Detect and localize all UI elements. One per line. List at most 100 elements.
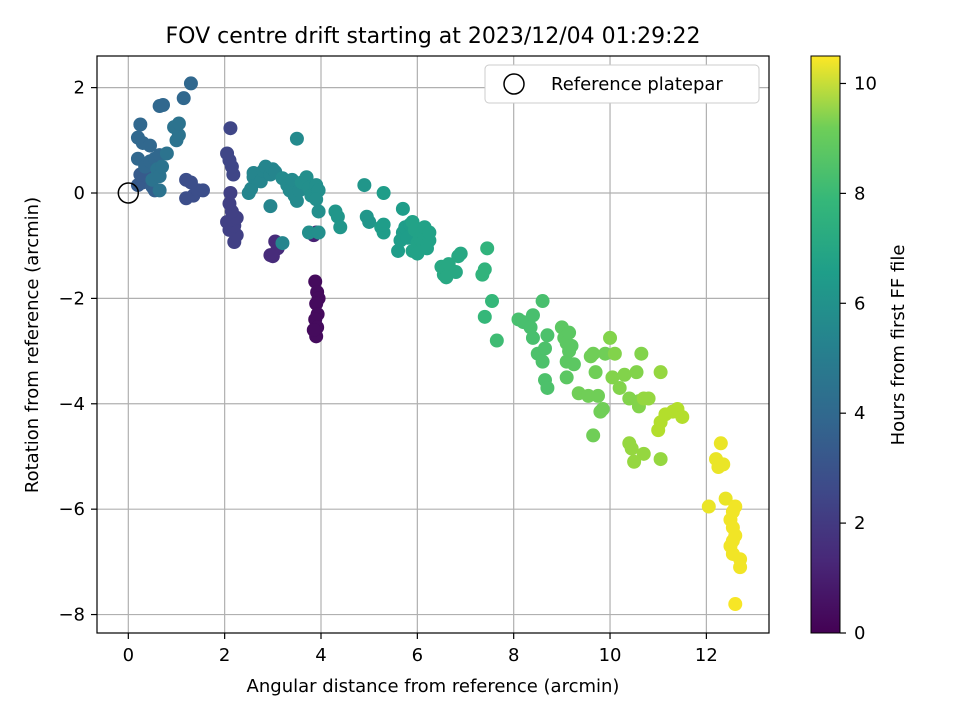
data-point (171, 116, 186, 131)
x-axis-ticks: 0 2 4 6 8 10 12 (123, 633, 718, 666)
data-point (222, 196, 237, 211)
data-point (308, 274, 323, 289)
data-point (612, 380, 627, 395)
y-tick-label: 2 (74, 78, 85, 99)
data-point (588, 365, 603, 380)
x-tick-label: 0 (123, 645, 134, 666)
chart-title: FOV centre drift starting at 2023/12/04 … (166, 24, 701, 49)
data-point (155, 159, 170, 174)
data-point (627, 454, 642, 469)
data-point (636, 446, 651, 461)
data-point (701, 499, 716, 514)
y-tick-label: 0 (74, 183, 85, 204)
data-point (133, 117, 148, 132)
data-point (376, 217, 391, 232)
data-point (179, 191, 194, 206)
data-point (718, 491, 733, 506)
y-tick-label: −4 (58, 394, 85, 415)
data-point (605, 370, 620, 385)
y-tick-label: −2 (58, 288, 85, 309)
legend-box (484, 64, 760, 104)
data-point (595, 402, 610, 417)
data-point (362, 214, 377, 229)
legend-entry-reference: Reference platepar (551, 74, 723, 95)
colorbar-tick-label: 8 (854, 183, 865, 204)
colorbar-ticks: 0 2 4 6 8 10 (840, 73, 877, 644)
colorbar-tick-label: 2 (854, 513, 865, 534)
data-point (301, 225, 316, 240)
data-point (624, 441, 639, 456)
data-point (581, 388, 596, 403)
data-point (244, 181, 259, 196)
x-tick-label: 2 (219, 645, 230, 666)
data-point (289, 131, 304, 146)
data-point (306, 323, 321, 338)
data-point (603, 330, 618, 345)
data-point (376, 186, 391, 201)
data-point (538, 341, 552, 356)
data-point (653, 365, 668, 380)
data-point (357, 178, 372, 193)
data-point (525, 308, 540, 323)
x-tick-label: 6 (412, 645, 423, 666)
data-point (480, 241, 495, 256)
data-point (223, 186, 238, 201)
data-point (598, 346, 613, 361)
data-point (152, 183, 167, 198)
colorbar-tick-label: 10 (854, 73, 877, 94)
data-point (183, 76, 198, 91)
data-point (540, 328, 555, 343)
legend: Reference platepar (484, 64, 760, 104)
data-point (564, 338, 579, 353)
data-point (311, 225, 326, 240)
data-point (391, 243, 406, 258)
data-point (540, 380, 555, 395)
data-point (728, 597, 743, 612)
data-point (176, 91, 191, 106)
data-point (525, 330, 540, 345)
colorbar-tick-label: 4 (854, 403, 865, 424)
data-point (195, 183, 210, 198)
data-point (439, 270, 454, 285)
data-point (299, 170, 314, 185)
y-axis-label: Rotation from reference (arcmin) (22, 197, 43, 493)
colorbar-tick-label: 0 (854, 623, 865, 644)
plot-frame (96, 55, 770, 634)
data-point (590, 388, 605, 403)
colorbar: 0 2 4 6 8 10 Hours from first FF file (810, 55, 909, 644)
data-point (330, 209, 345, 224)
data-point (489, 333, 504, 348)
x-tick-label: 8 (508, 645, 519, 666)
colorbar-tick-label: 6 (854, 293, 865, 314)
data-point (535, 354, 550, 369)
data-point (586, 346, 601, 361)
data-point (311, 204, 326, 219)
data-point (725, 533, 740, 548)
grid-lines (97, 56, 769, 633)
x-axis-label: Angular distance from reference (arcmin) (247, 676, 620, 697)
data-point (275, 236, 290, 251)
y-tick-label: −8 (58, 605, 85, 626)
data-point (333, 220, 348, 235)
data-points (130, 76, 748, 612)
data-point (485, 294, 500, 309)
data-point (142, 138, 157, 153)
data-point (179, 172, 194, 187)
data-point (562, 325, 577, 340)
colorbar-gradient (810, 55, 841, 634)
data-point (586, 428, 601, 443)
data-point (223, 121, 238, 136)
data-point (159, 146, 174, 161)
data-point (477, 309, 492, 324)
data-point (220, 146, 235, 161)
data-point (523, 320, 538, 335)
data-point (728, 499, 743, 514)
data-point (617, 367, 632, 382)
data-point (289, 193, 304, 208)
data-point (309, 296, 324, 311)
legend-marker-icon (503, 73, 525, 95)
data-point (453, 246, 468, 261)
data-point (395, 201, 410, 216)
y-tick-label: −6 (58, 499, 85, 520)
